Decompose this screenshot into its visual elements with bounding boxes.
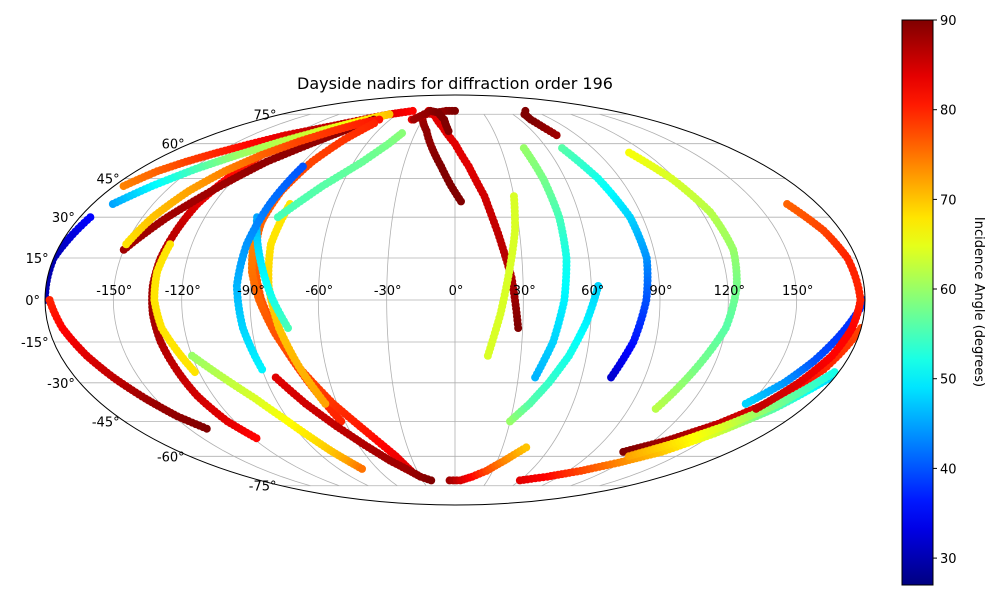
lon-tick-label: 60° [581,284,604,299]
data-point [752,404,761,413]
data-point [607,373,616,382]
lon-tick-label: -150° [96,284,132,299]
data-point [358,464,367,473]
data-point [830,368,839,377]
data-point [190,368,199,377]
lat-tick-label: -30° [47,377,75,392]
data-point [202,424,211,433]
lat-tick-label: 45° [97,173,120,188]
grid-meridian [386,114,427,486]
colorbar-tick-label: 60 [940,283,957,298]
colorbar-tick-label: 90 [940,14,957,29]
data-point [408,106,417,115]
grid-meridian [541,113,661,487]
colorbar-tick-label: 70 [940,193,957,208]
map-frame [44,94,866,506]
lon-tick-label: -30° [374,284,402,299]
data-point [456,197,465,206]
lon-tick-label: 0° [449,284,464,299]
data-point [252,434,261,443]
data-point [385,110,394,119]
grid-meridian [483,114,524,486]
lat-tick-label: 15° [26,252,49,267]
lat-tick-label: -60° [157,450,185,465]
data-point [651,404,660,413]
lon-tick-label: 90° [649,284,672,299]
data-point [741,399,750,408]
data-point [444,127,453,136]
lon-tick-label: 30° [513,284,536,299]
data-point [521,106,530,115]
data-point [531,373,540,382]
colorbar-tick-label: 80 [940,104,957,119]
data-point [514,324,523,333]
data-point [509,192,518,201]
colorbar-label: Incidence Angle (degrees) [971,217,986,387]
lat-tick-label: -15° [21,336,49,351]
lon-tick-label: 120° [714,284,745,299]
data-point [284,324,293,333]
data-point [427,476,436,485]
lon-tick-label: -60° [305,284,333,299]
colorbar-scale [901,19,934,586]
colorbar-tick-label: 40 [940,462,957,477]
lat-tick-label: -75° [249,480,277,495]
data-point [522,443,531,452]
longitude-tick-labels: -150° -120° -90° -60° -30° 0° 30° 60° 90° 120° 150… [96,284,813,299]
colorbar-tick-label: 50 [940,373,957,388]
colorbar-ticks: 30 40 50 60 70 80 90 [933,14,957,567]
lat-tick-label: 60° [162,138,185,153]
data-point [451,106,459,115]
data-points [45,106,865,485]
lat-tick-label: 0° [25,294,40,309]
chart-title: Dayside nadirs for diffraction order 196 [297,74,613,93]
grid-meridian [570,113,729,487]
data-point [258,365,267,374]
lon-tick-label: -120° [165,284,201,299]
data-point [398,129,407,138]
data-point [321,399,330,408]
data-point [594,281,603,290]
latitude-tick-labels: -75° -60° -45° -30° -15° 0° 15° 30° 45° 60° 75° [21,108,277,494]
lat-tick-label: -45° [92,415,120,430]
colorbar-tick-label: 30 [940,552,957,567]
lat-tick-label: 75° [253,108,276,123]
lon-tick-label: 150° [782,284,813,299]
lat-tick-label: 30° [52,211,75,226]
colorbar: 30 40 50 60 70 80 90 Incidence Angle (degrees) [901,14,986,586]
lon-tick-label: -90° [237,284,265,299]
